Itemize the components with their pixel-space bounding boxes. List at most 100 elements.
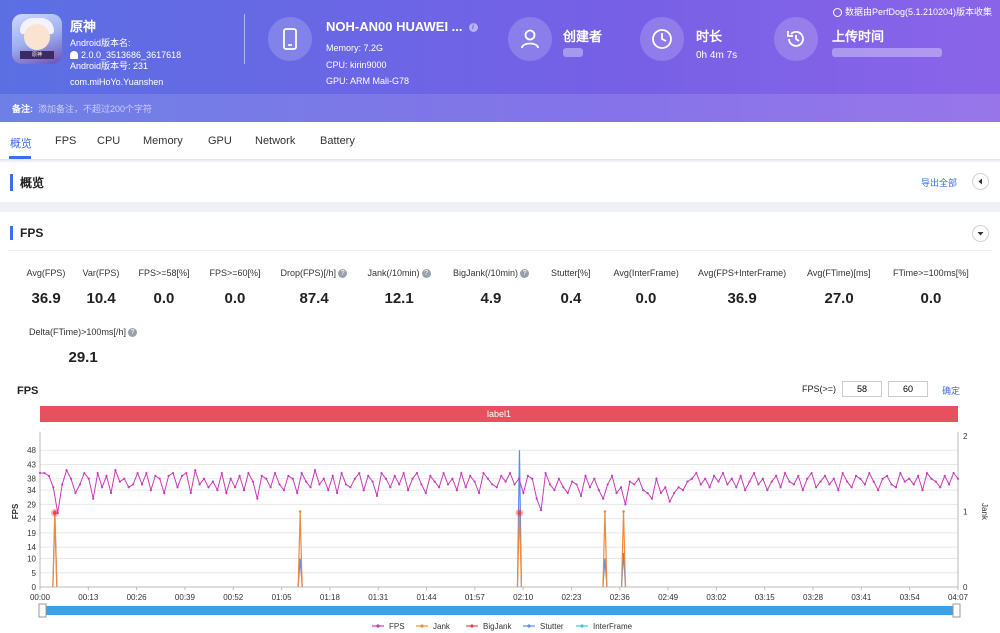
fps-point [47,474,50,477]
fps-point [948,483,951,486]
tab-fps[interactable]: FPS [55,135,77,147]
x-tick-label: 01:57 [465,593,486,602]
help-icon[interactable]: ? [520,269,530,279]
remark-input[interactable]: 添加备注，不超过200个字符 [38,104,153,114]
fps-point [943,474,946,477]
metric-label-11: FTime>=100ms[%] [893,268,969,278]
fps-point [74,491,77,495]
metric-label-text: Avg(FPS) [26,268,66,278]
fps-point [56,511,59,515]
header-divider [244,14,245,64]
jank-point [298,510,302,513]
legend-dot [470,624,474,628]
label-band [40,406,958,422]
fps-point [433,480,436,483]
fps-point [801,489,804,492]
jank-spike [602,511,608,588]
fps-point [566,491,569,495]
help-icon[interactable]: ? [338,269,348,279]
upload-value-blurred [832,48,942,57]
fps-point [619,486,623,489]
fps-point [850,486,853,489]
help-icon[interactable]: ? [127,328,137,338]
fps-point [597,489,600,492]
export-all-link[interactable]: 导出全部 [920,178,957,188]
fps-point [659,491,662,495]
metric-label-text: BigJank(/10min) [453,268,519,278]
fps-point [828,483,831,486]
x-tick-label: 00:13 [78,593,99,602]
tab-battery[interactable]: Battery [320,135,355,147]
help-icon[interactable]: ? [421,269,431,279]
fps-point [207,486,210,489]
tab-network[interactable]: Network [255,135,296,147]
fps-point [916,474,920,477]
range-handle-left[interactable] [38,603,47,618]
fps-point [38,471,42,475]
source-note-text: 数据由PerfDog(5.1.210204)版本收集 [844,7,992,17]
fps-point [930,477,933,480]
fps-point [939,486,942,489]
fps-point [854,474,858,477]
tab-bar: 概览 FPS CPU Memory GPU Network Battery [0,122,1000,160]
fps-point [522,491,525,495]
fps-point [748,480,751,483]
fps-point [810,471,813,475]
range-handle-right[interactable] [952,603,961,618]
fps-point [349,486,352,489]
jank-spike [620,511,627,588]
tab-gpu[interactable]: GPU [208,135,232,147]
fps-point [637,477,640,480]
android-icon [70,51,78,60]
metric-label-text: FTime>=100ms[%] [893,268,969,278]
fps-point [105,474,108,477]
y2-axis-label: Jank [980,503,989,521]
fps-point [633,483,636,486]
caret-down-icon [977,232,984,236]
jank-point [603,510,607,513]
y-tick-label: 48 [27,446,36,455]
tab-overview[interactable]: 概览 [10,138,32,150]
fps-point [313,469,317,472]
y2-tick-label: 1 [963,508,968,517]
fps-point [921,489,924,492]
fps-chart: label1 0 5 10 14 19 24 29 34 38 43 48 0 1 2 FPS Jank 00:0… [11,406,989,631]
fps-point [114,469,117,472]
fps-point [211,480,215,483]
fps-threshold-input-2[interactable] [888,381,928,397]
fps-point [562,486,565,489]
y-tick-label: 5 [32,569,37,578]
collapse-sidebar-button[interactable] [972,173,989,190]
info-icon[interactable]: i [468,23,478,33]
fps-point [823,474,827,477]
x-tick-label: 03:15 [755,593,776,602]
active-tab-indicator [9,156,31,159]
fps-point [775,474,778,477]
fps-threshold-input-1[interactable] [842,381,882,397]
y2-tick-label: 0 [963,583,968,592]
metric-value-2: 0.0 [153,290,175,307]
fps-point [469,474,472,477]
tab-memory[interactable]: Memory [143,135,183,147]
fps-point [504,480,507,483]
fps-point [136,471,139,475]
fps-threshold-confirm-link[interactable]: 确定 [942,386,961,396]
fps-point [309,486,312,489]
fps-point [531,477,534,480]
fps-point [912,483,915,486]
fps-point [384,477,388,480]
fps-point [571,480,574,483]
fps-point [380,471,383,475]
metric-label-text: Jank(/10min) [367,268,420,278]
fps-point [655,477,658,480]
fps-point [579,494,583,497]
fps-point [92,497,95,500]
legend-dot [376,624,380,628]
bigjank-point [517,510,522,515]
fps-point [730,477,733,480]
fps-collapse-button[interactable] [972,225,989,242]
fps-point [814,486,818,489]
metric2-label-0: Delta(FTime)>100ms[/h]? [29,327,137,338]
tab-cpu[interactable]: CPU [97,135,121,147]
fps-point [402,471,405,475]
